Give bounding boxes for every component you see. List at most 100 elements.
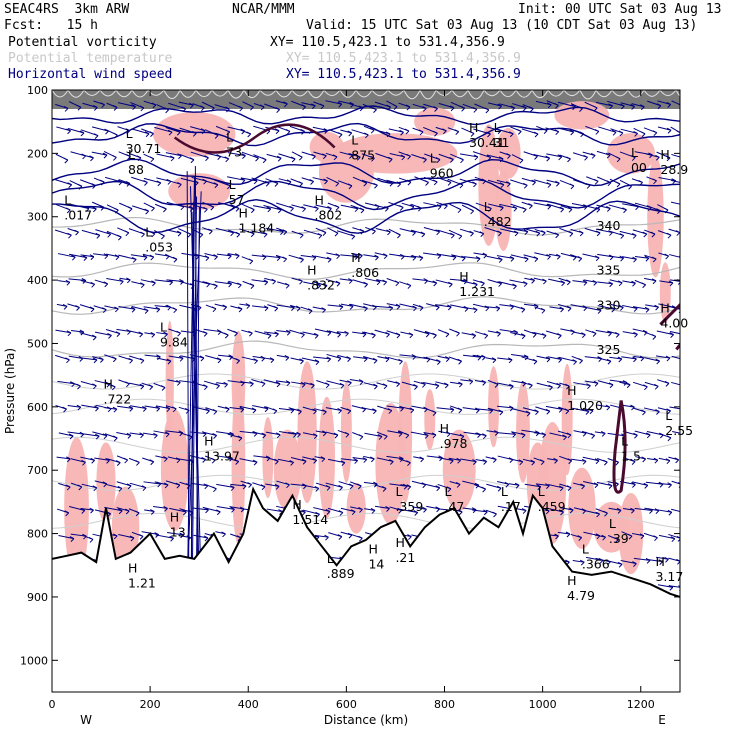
pv-shaded-region — [398, 361, 413, 504]
pv-shaded-region — [96, 442, 116, 524]
wind-vector-head — [568, 507, 574, 514]
wind-vector — [70, 458, 86, 463]
wind-vector-head — [171, 406, 177, 413]
wind-vector-head — [274, 483, 280, 490]
wind-vector-head — [62, 406, 67, 413]
strat-texture — [547, 90, 565, 97]
theta-contour — [52, 216, 680, 236]
wind-vector — [424, 483, 440, 489]
wind-vector-head — [554, 129, 560, 136]
wind-vector-head — [569, 183, 575, 190]
wind-vector — [461, 332, 476, 336]
wind-vector — [496, 255, 515, 259]
wind-vector-head — [631, 233, 637, 239]
wind-vector — [106, 253, 120, 258]
wind-vector-head — [472, 459, 477, 465]
wind-vector-head — [66, 330, 72, 337]
wind-vector-head — [577, 256, 583, 262]
wind-vector-head — [66, 128, 71, 135]
wind-vector-head — [350, 509, 356, 516]
pv-shaded-region — [111, 486, 140, 568]
wind-vector-head — [323, 128, 329, 134]
wind-vector-head — [625, 382, 631, 389]
wind-vector-head — [395, 381, 401, 387]
wind-vector — [80, 507, 94, 511]
wind-vector — [216, 455, 233, 459]
wind-vector-head — [300, 381, 306, 388]
wind-vector-head — [395, 332, 401, 339]
wind-vector-head — [387, 156, 393, 163]
pv-contour — [612, 400, 627, 494]
wind-vector — [193, 534, 209, 539]
wind-vector — [374, 305, 393, 309]
extremum-value-label: .21 — [395, 550, 415, 565]
wind-vector — [399, 508, 418, 514]
wind-vector — [156, 357, 172, 362]
wind-vector-head — [348, 483, 354, 490]
wind-vector-head — [578, 358, 583, 364]
wind-vector — [192, 507, 209, 511]
wind-vector — [622, 203, 639, 208]
theta-contour — [52, 398, 680, 415]
wind-vector — [364, 508, 376, 511]
wind-vector-head — [668, 280, 674, 287]
wind-vector — [497, 357, 513, 361]
wind-vector — [239, 303, 250, 307]
wind-vector-head — [67, 182, 73, 189]
wind-vector-head — [606, 180, 612, 187]
wind-vector-head — [601, 534, 606, 541]
wind-vector-head — [106, 231, 111, 238]
wind-vector-head — [99, 204, 105, 211]
wind-vector — [522, 407, 539, 413]
wind-vector-head — [653, 383, 659, 390]
wind-vector-head — [517, 128, 522, 135]
wind-vector-head — [631, 482, 636, 488]
theta-contour — [52, 262, 680, 281]
wind-vector — [387, 430, 403, 434]
wind-vector — [116, 328, 131, 333]
wind-vector — [303, 204, 319, 209]
wind-vector-head — [167, 129, 173, 136]
strat-texture — [643, 90, 661, 97]
extremum-value-label: 28.9 — [660, 162, 688, 177]
wind-vector-head — [377, 434, 383, 440]
wind-vector — [509, 279, 528, 285]
wind-vector-head — [651, 278, 657, 285]
wind-vector-head — [126, 277, 131, 284]
wind-vector-head — [125, 128, 131, 135]
wind-vector-head — [107, 332, 112, 339]
wind-vector-head — [486, 131, 491, 138]
wind-vector — [92, 431, 108, 437]
wind-vector-head — [176, 379, 181, 386]
extremum-value-label: 13 — [170, 525, 186, 540]
wind-vector-head — [338, 484, 343, 491]
wind-vector — [557, 127, 574, 133]
wind-vector-head — [645, 432, 651, 439]
wind-vector-head — [542, 278, 547, 285]
wind-vector-head — [199, 355, 205, 362]
wind-vector-head — [140, 282, 145, 289]
wind-vector — [388, 128, 404, 133]
field-name-pv: Potential vorticity — [8, 35, 157, 50]
wind-vector-head — [100, 102, 105, 109]
terrain-line — [52, 486, 680, 598]
wind-vector — [252, 431, 266, 436]
wind-vector-head — [592, 279, 598, 286]
wind-vector-head — [117, 234, 122, 241]
wind-vector-head — [252, 178, 258, 185]
wind-vector-head — [103, 253, 109, 260]
wind-vector-head — [592, 105, 598, 112]
wind-vector — [312, 306, 326, 311]
wind-vector — [265, 431, 281, 436]
extremum-type-label: H — [459, 269, 468, 284]
extremum-type-label: L — [665, 408, 672, 423]
wind-vector — [609, 379, 628, 384]
wind-vector — [154, 126, 173, 133]
wind-vector-head — [510, 105, 516, 112]
wind-vector — [375, 228, 391, 233]
wind-vector-head — [202, 330, 208, 337]
wind-vector-head — [588, 408, 594, 415]
wind-vector — [521, 429, 540, 434]
wind-vector-head — [643, 384, 648, 391]
wind-vector — [657, 482, 672, 486]
